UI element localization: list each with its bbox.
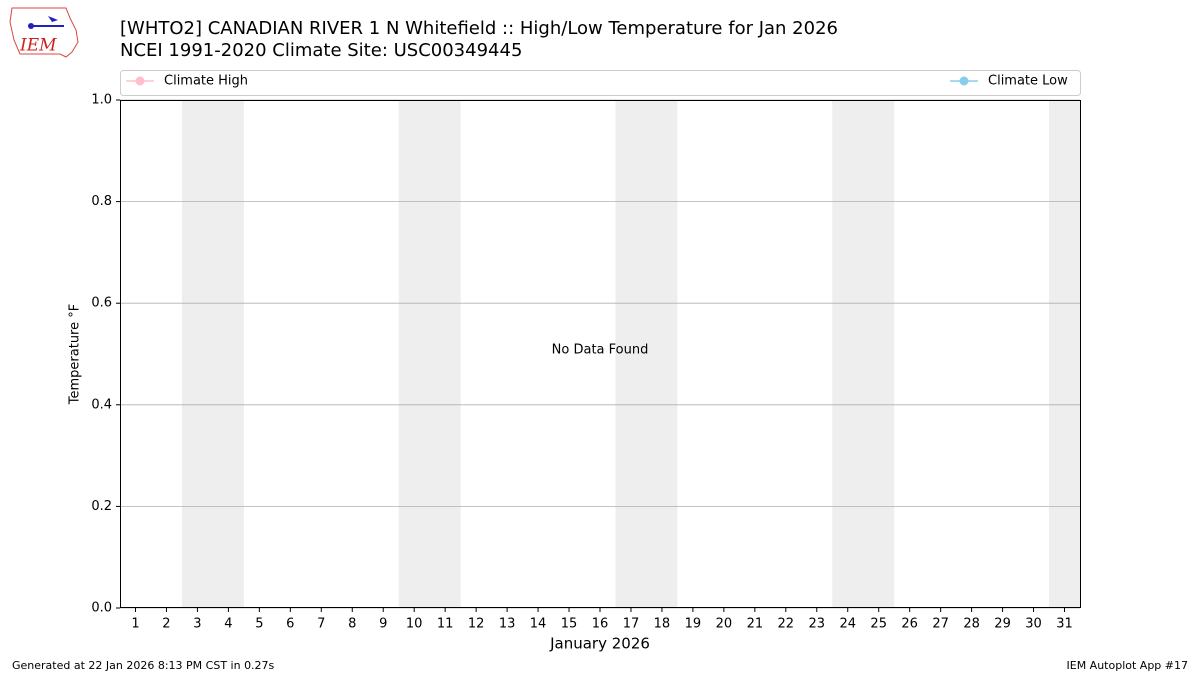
logo-outline [9,7,79,58]
x-tick-label: 30 [1025,617,1042,632]
weekend-span [1049,100,1080,608]
x-tick-label: 5 [255,617,263,632]
x-tick-label: 9 [379,617,387,632]
y-tick-label: 1.0 [91,93,112,108]
logo: IEM [9,7,79,58]
x-tick-label: 27 [932,617,949,632]
y-tick-label: 0.8 [91,194,112,209]
plot-frame [120,100,1081,608]
x-tick-label: 6 [286,617,294,632]
legend-label: Climate High [164,74,248,89]
x-tick-label: 28 [963,617,980,632]
x-tick-label: 29 [994,617,1011,632]
x-tick-label: 25 [870,617,887,632]
x-tick-label: 15 [561,617,578,632]
logo-icon [48,16,58,22]
x-tick-label: 16 [592,617,609,632]
x-tick-label: 12 [468,617,485,632]
footer-right: IEM Autoplot App #17 [1067,659,1189,672]
annotation: No Data Found [552,343,649,358]
chart-title: [WHTO2] CANADIAN RIVER 1 N Whitefield ::… [120,18,838,39]
x-tick-label: 1 [131,617,139,632]
x-tick-label: 7 [317,617,325,632]
x-tick-label: 19 [685,617,702,632]
x-tick-label: 24 [839,617,856,632]
y-axis-label: Temperature °F [68,304,83,405]
weekend-span [615,100,678,608]
x-tick-label: 21 [747,617,764,632]
weekend-span [832,100,895,608]
legend-marker [959,76,969,86]
x-tick-label: 13 [499,617,516,632]
x-tick-label: 10 [406,617,423,632]
x-tick-label: 4 [224,617,232,632]
logo-text: IEM [19,36,57,56]
legend-label: Climate Low [988,74,1068,89]
x-tick-label: 11 [437,617,454,632]
x-tick-label: 14 [530,617,547,632]
x-tick-label: 2 [162,617,170,632]
legend [120,70,1081,96]
x-tick-label: 22 [778,617,795,632]
x-tick-label: 8 [348,617,356,632]
legend-marker [135,76,145,86]
weekend-span [181,100,244,608]
x-tick-label: 20 [716,617,733,632]
x-axis-label: January 2026 [549,635,650,653]
x-tick-label: 18 [654,617,671,632]
y-tick-label: 0.6 [91,296,112,311]
weekend-span [398,100,461,608]
y-tick-label: 0.2 [91,499,112,514]
footer-left: Generated at 22 Jan 2026 8:13 PM CST in … [12,659,275,672]
x-tick-label: 26 [901,617,918,632]
x-tick-label: 17 [623,617,640,632]
x-tick-label: 3 [193,617,201,632]
x-tick-label: 31 [1056,617,1073,632]
chart-subtitle: NCEI 1991-2020 Climate Site: USC00349445 [120,40,522,61]
x-tick-label: 23 [809,617,826,632]
y-tick-label: 0.0 [91,601,112,616]
y-tick-label: 0.4 [91,397,112,412]
logo-icon [28,23,34,29]
